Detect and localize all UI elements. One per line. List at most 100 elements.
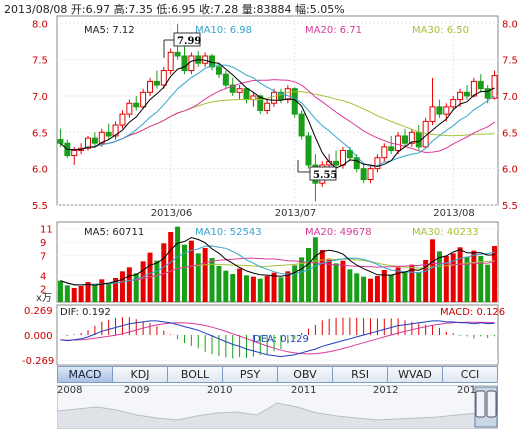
open-value: 6.97 [85, 3, 111, 16]
candle-body [85, 137, 92, 149]
volume-bar [409, 264, 415, 302]
candle-body [360, 168, 367, 181]
volume-bar [374, 276, 380, 302]
volume-bar [492, 246, 498, 302]
timeline-year-2011: 2011 [291, 385, 317, 396]
tab-obv[interactable]: OBV [277, 366, 332, 383]
price-xtick: 2013/07 [275, 208, 317, 219]
candle-body [367, 168, 374, 181]
volume-bar [147, 252, 153, 302]
volume-tick: 9 [40, 238, 46, 249]
timeline-overview [56, 384, 499, 430]
ma10-line [60, 64, 495, 168]
open-label: 开: [70, 3, 86, 16]
candle-body [457, 91, 464, 101]
volume-bar [319, 250, 325, 302]
candle-body [153, 80, 160, 86]
volume-bar [423, 260, 429, 302]
volume-bar [195, 253, 201, 302]
volume-bar [278, 277, 284, 302]
tab-psy[interactable]: PSY [222, 366, 277, 383]
volume-bar [471, 250, 477, 302]
candle-body [353, 157, 360, 170]
candle-body [374, 157, 381, 170]
candle-body [112, 124, 119, 137]
volume-bar [188, 240, 194, 302]
candle-body [271, 91, 278, 104]
price-xtick: 2013/06 [151, 208, 193, 219]
change-value: 5.05% [309, 3, 345, 16]
volume-bar [326, 258, 332, 302]
volume-bar [464, 256, 470, 302]
price-tick-left: 5.5 [32, 201, 48, 212]
dea-line [60, 321, 495, 355]
candle-body [277, 91, 284, 101]
timeline-year-2013: 201 [457, 385, 477, 396]
candle-body [443, 106, 450, 115]
tab-boll[interactable]: BOLL [167, 366, 222, 383]
candle-body [126, 102, 133, 115]
ma10-legend: MA10: 6.98 [195, 25, 252, 36]
candle-body [160, 70, 167, 86]
volume-bar [402, 272, 408, 302]
candle-body [463, 91, 470, 97]
tab-macd[interactable]: MACD [57, 366, 112, 383]
high-label: 高: [113, 3, 129, 16]
timeline-right-handle[interactable] [486, 390, 497, 418]
volume-bar [119, 271, 125, 302]
candle-body [429, 106, 436, 122]
volume-bar [223, 270, 229, 302]
price-xtick: 2013/08 [433, 208, 475, 219]
close-label: 收: [199, 3, 214, 16]
timeline-year-2012: 2012 [373, 385, 399, 396]
candle-body [105, 131, 112, 137]
low-value: 6.95 [171, 3, 196, 16]
volume-bar [161, 243, 167, 302]
price-tick-right: 7.0 [502, 92, 518, 103]
tab-cci[interactable]: CCI [442, 366, 498, 383]
volume-bar [106, 283, 112, 302]
quote-header: 2013/08/08 开:6.97 高:7.35 低:6.95 收:7.28 量… [4, 1, 524, 16]
candle-body [470, 80, 477, 97]
timeline-navigator[interactable]: 2008 2009 2010 2011 2012 201 [56, 384, 499, 430]
volume-bar [292, 265, 298, 302]
volume-tick: 11 [40, 225, 53, 236]
price-tick-left: 7.5 [32, 56, 48, 67]
volume-bar [99, 279, 105, 302]
vol-ma5-line [60, 236, 495, 286]
tab-wvad[interactable]: WVAD [387, 366, 442, 383]
volume-bar [436, 251, 442, 302]
macd-legend: MACD: 0.126 [440, 307, 505, 318]
price-tick-right: 6.5 [502, 128, 518, 139]
macd-tick: 0.269 [24, 306, 53, 317]
candle-body [236, 88, 243, 93]
tab-rsi[interactable]: RSI [332, 366, 387, 383]
volume-bar [113, 278, 119, 302]
volume-bar [443, 256, 449, 302]
timeline-left-handle[interactable] [475, 390, 486, 418]
volume-bar [388, 274, 394, 302]
candle-body [395, 135, 402, 151]
candle-body [140, 91, 147, 108]
ma30-legend: MA30: 6.50 [412, 25, 469, 36]
volume-bar [209, 258, 215, 302]
volume-value: 83884 [256, 3, 292, 16]
volume-bar [202, 248, 208, 302]
macd-tick: 0.000 [24, 331, 53, 342]
tab-kdj[interactable]: KDJ [112, 366, 167, 383]
candle-body [71, 149, 78, 157]
volume-bar [395, 267, 401, 302]
volume-bar [299, 257, 305, 302]
volume-bar [478, 256, 484, 302]
candle-body [229, 84, 236, 93]
high-marker: 7.99 [177, 36, 201, 47]
candle-body [491, 75, 498, 99]
volume-bar [430, 239, 436, 302]
volume-bar [381, 270, 387, 302]
vol-ma30-legend: MA30: 40233 [412, 227, 479, 238]
candle-body [257, 95, 264, 112]
candle-body [181, 55, 188, 72]
vol-ma10-line [60, 245, 495, 286]
volume-bar [126, 267, 132, 302]
volume-unit: x万 [36, 293, 52, 304]
